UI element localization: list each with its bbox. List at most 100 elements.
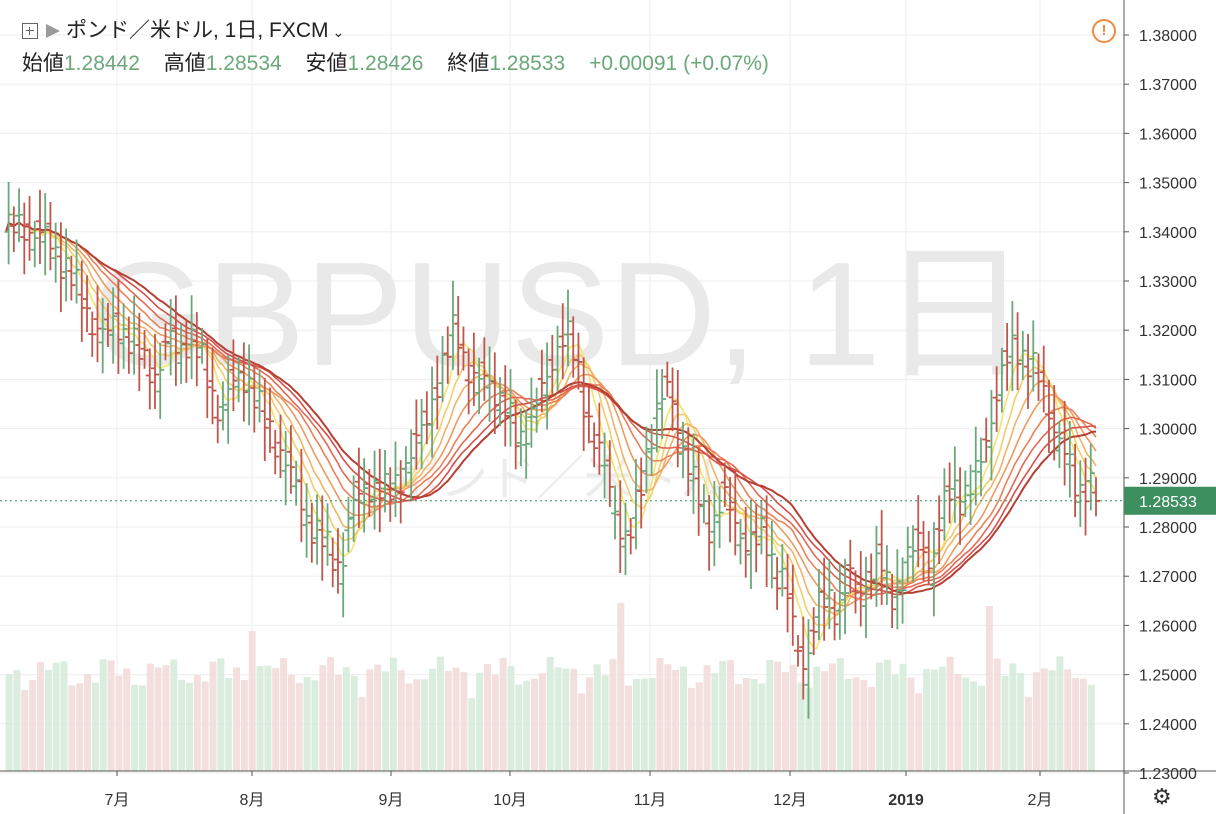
volume-bar <box>695 682 703 771</box>
ohlc-bar <box>956 467 965 545</box>
ohlc-bar <box>239 342 248 422</box>
ohlc-bar <box>297 448 306 543</box>
ohlc-bar <box>600 432 609 499</box>
flag-icon <box>46 24 60 39</box>
volume-bar <box>327 657 335 771</box>
volume-bar <box>295 683 303 771</box>
ohlc-bar <box>501 365 510 447</box>
alert-icon[interactable]: ! <box>1092 19 1116 43</box>
ma-line-7 <box>5 221 1097 596</box>
volume-bar <box>1040 668 1048 771</box>
ohlc-bar <box>511 399 520 470</box>
ohlc-bar <box>443 326 452 384</box>
volume-bar <box>225 678 233 771</box>
open-label: 始値 <box>22 52 64 75</box>
ohlc-bar <box>673 369 682 468</box>
volume-bar <box>531 678 539 771</box>
collapse-icon[interactable] <box>22 23 38 40</box>
symbol-title[interactable]: ポンド／米ドル, 1日, FXCM <box>66 19 329 42</box>
ohlc-bar <box>637 457 646 529</box>
price-tag-box <box>1124 486 1216 515</box>
ohlc-bar <box>98 298 107 374</box>
ohlc-bar <box>313 494 322 565</box>
ohlc-bar <box>448 280 457 370</box>
ma-line-3 <box>5 221 1097 616</box>
ohlc-bar <box>715 486 724 549</box>
ohlc-bar <box>182 318 191 383</box>
y-axis-labels[interactable]: 1.38000 1.37000 1.36000 1.35000 1.34000 1.330… <box>1124 28 1197 783</box>
ohlc-bar <box>940 468 949 541</box>
ohlc-bar <box>783 553 792 633</box>
volume-bar <box>797 682 805 771</box>
volume-bar <box>460 671 468 771</box>
ohlc-bar <box>652 369 661 453</box>
volume-bar <box>397 670 405 771</box>
ohlc-bar <box>333 528 342 594</box>
volume-bar <box>883 659 891 771</box>
ohlc-bar <box>480 337 489 401</box>
y-tick-label: 1.33000 <box>1139 274 1197 291</box>
symbol-header[interactable]: ポンド／米ドル, 1日, FXCM ⌄ <box>22 14 344 44</box>
ohlc-bar <box>475 357 484 414</box>
ohlc-bar <box>1071 443 1080 518</box>
volume-bar <box>515 684 523 771</box>
volume-bar <box>44 669 52 771</box>
ohlc-bar <box>396 460 405 524</box>
ohlc-bar <box>835 563 844 640</box>
ohlc-bar <box>218 381 227 431</box>
volume-bar <box>413 679 421 771</box>
ohlc-legend: 始値1.28442 高値1.28534 安値1.28426 終値1.28533 … <box>22 47 787 77</box>
ohlc-bar <box>668 367 677 432</box>
ohlc-bar <box>825 559 834 630</box>
ohlc-bar <box>130 295 139 375</box>
x-tick-label: 9月 <box>379 792 404 809</box>
chevron-down-icon[interactable]: ⌄ <box>332 24 345 40</box>
x-axis-labels[interactable]: 7月 8月 9月 10月 11月 12月 2019 2月 <box>105 771 1053 809</box>
ohlc-bar <box>266 387 275 453</box>
high-value: 1.28534 <box>205 52 282 75</box>
volume-bar <box>617 602 625 771</box>
x-tick-label: 10月 <box>493 792 527 809</box>
volume-bar <box>429 668 437 771</box>
ohlc-bar <box>109 287 118 364</box>
volume-bar <box>131 684 139 771</box>
ohlc-bar <box>914 495 923 568</box>
y-tick-label: 1.24000 <box>1139 717 1197 734</box>
ohlc-bar <box>438 335 447 403</box>
ohlc-bar <box>370 450 379 530</box>
volume-bar <box>758 683 766 771</box>
volume-bar <box>860 679 868 771</box>
volume-bar <box>1032 672 1040 771</box>
ohlc-bar <box>809 607 818 656</box>
volume-bar <box>476 673 484 771</box>
volume-bar <box>750 679 758 771</box>
ohlc-bar <box>522 409 531 479</box>
volume-bar <box>217 658 225 771</box>
ohlc-bar <box>391 441 400 518</box>
ohlc-bar <box>198 327 207 364</box>
ohlc-bar <box>924 531 933 585</box>
ohlc-bar <box>553 325 562 391</box>
ohlc-bar <box>1029 320 1038 392</box>
ohlc-bar <box>276 414 285 479</box>
ohlc-bar <box>611 485 620 540</box>
volume-bar <box>711 673 719 771</box>
ohlc-bar <box>788 564 797 646</box>
volume-bar <box>538 673 546 771</box>
x-tick-label: 8月 <box>240 792 265 809</box>
y-tick-label: 1.29000 <box>1139 471 1197 488</box>
volume-bar <box>36 662 44 771</box>
ohlc-bar <box>856 550 865 627</box>
ohlc-bar <box>982 417 991 463</box>
ohlc-bar <box>799 616 808 700</box>
ohlc-bar <box>114 279 123 374</box>
volume-bar <box>734 683 742 771</box>
volume-bar <box>256 666 264 771</box>
volume-bar <box>60 661 68 771</box>
volume-bar <box>562 668 570 771</box>
volume-bar <box>985 606 993 771</box>
settings-icon[interactable]: ⚙ <box>1152 784 1172 809</box>
volume-bar <box>781 672 789 771</box>
ohlc-bar <box>726 476 735 543</box>
